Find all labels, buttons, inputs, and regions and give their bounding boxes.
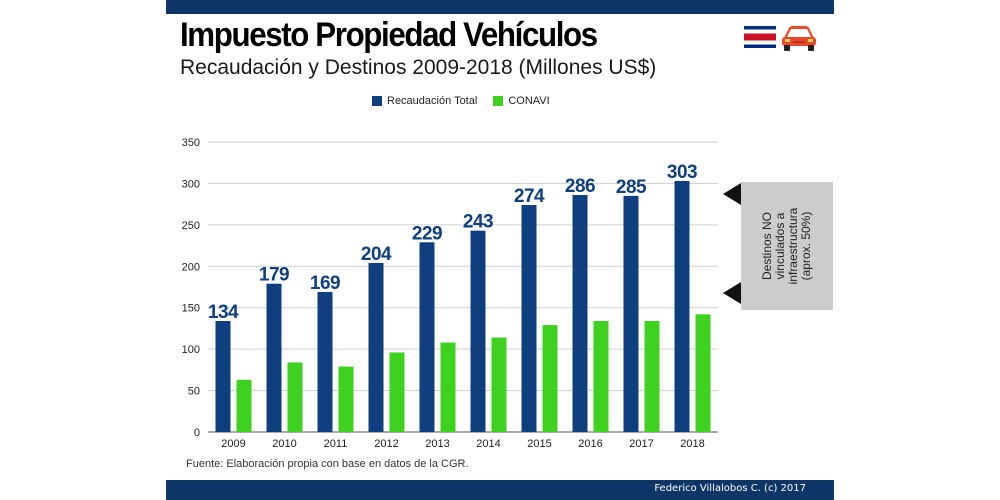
data-label: 179	[259, 265, 289, 286]
x-tick-label: 2016	[578, 438, 602, 450]
y-tick-label: 300	[182, 178, 200, 190]
x-tick-label: 2013	[425, 438, 449, 450]
bar-total	[215, 320, 231, 432]
x-tick-label: 2012	[374, 438, 398, 450]
car-icon	[782, 26, 816, 51]
bar-total	[317, 291, 333, 432]
top-brand-bar	[166, 0, 834, 14]
bar-conavi	[287, 362, 303, 432]
data-label: 169	[310, 273, 340, 294]
callout-text-wrap: Destinos NO vinculados a infraestructura…	[741, 182, 833, 310]
legend-item-conavi: CONAVI	[493, 95, 550, 107]
y-tick-label: 50	[188, 386, 200, 398]
data-label: 286	[565, 176, 595, 197]
y-tick-label: 200	[182, 261, 200, 273]
data-label: 274	[514, 186, 545, 207]
bar-total	[521, 204, 537, 432]
y-tick-label: 350	[182, 137, 200, 149]
bar-conavi	[542, 325, 558, 432]
bar-conavi	[236, 379, 252, 432]
x-tick-label: 2014	[476, 438, 500, 450]
y-tick-label: 100	[182, 344, 200, 356]
callout-box	[741, 182, 833, 310]
bottom-brand-bar: Federico Villalobos C. (c) 2017	[166, 480, 834, 500]
bar-conavi	[593, 320, 609, 432]
bar-conavi	[338, 366, 354, 432]
bar-total	[572, 195, 588, 432]
x-tick-label: 2015	[527, 438, 551, 450]
data-label: 229	[412, 223, 442, 244]
y-tick-label: 250	[182, 220, 200, 232]
legend-swatch-conavi	[493, 96, 504, 106]
bar-conavi	[644, 320, 660, 432]
bar-total	[470, 230, 486, 432]
x-tick-label: 2009	[221, 438, 245, 450]
bar-total	[368, 262, 384, 432]
y-tick-label: 0	[194, 427, 200, 439]
callout-arrow-top	[723, 183, 741, 205]
callout-text: Destinos NO vinculados a infraestructura…	[760, 207, 813, 285]
source-note: Fuente: Elaboración propia con base en d…	[186, 458, 469, 470]
data-label: 303	[667, 162, 697, 183]
callout-arrow-bottom	[723, 282, 741, 304]
legend-label-conavi: CONAVI	[508, 95, 550, 107]
data-label: 243	[463, 212, 493, 233]
x-tick-label: 2018	[680, 438, 704, 450]
bar-conavi	[440, 342, 456, 432]
author-credit: Federico Villalobos C. (c) 2017	[654, 483, 806, 494]
y-tick-label: 150	[182, 303, 200, 315]
chart-legend: Recaudación Total CONAVI	[372, 95, 560, 107]
data-label: 204	[361, 244, 392, 265]
legend-swatch-total	[372, 96, 382, 106]
bar-total	[419, 242, 435, 432]
data-label: 134	[208, 302, 239, 323]
chart-title: Impuesto Propiedad Vehículos	[180, 16, 598, 54]
costa-rica-flag-icon	[744, 26, 776, 48]
legend-label-total: Recaudación Total	[387, 95, 478, 107]
bar-conavi	[695, 314, 711, 432]
chart-subtitle: Recaudación y Destinos 2009-2018 (Millon…	[180, 56, 657, 79]
bar-conavi	[389, 352, 405, 432]
x-tick-label: 2017	[629, 438, 653, 450]
bar-conavi	[491, 337, 507, 432]
bar-total	[266, 283, 282, 432]
bar-total	[674, 180, 690, 432]
legend-item-total: Recaudación Total	[372, 95, 477, 107]
data-label: 285	[616, 177, 647, 198]
x-tick-label: 2011	[324, 438, 348, 450]
x-tick-label: 2010	[272, 438, 296, 450]
bar-total	[623, 195, 639, 432]
